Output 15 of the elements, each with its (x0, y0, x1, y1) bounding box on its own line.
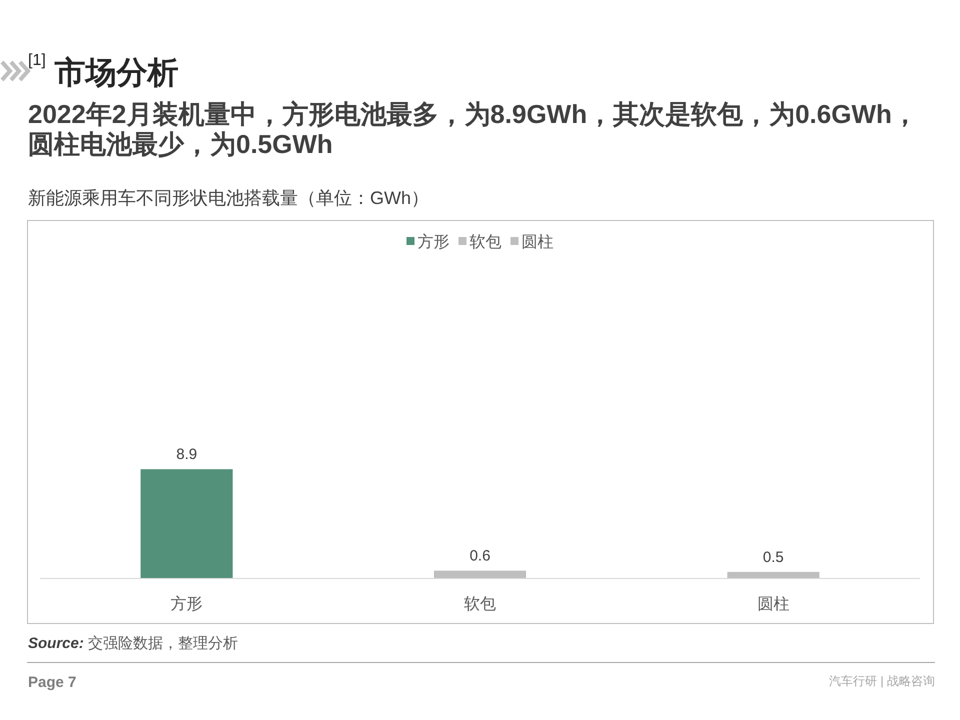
data-label: 0.6 (470, 548, 490, 565)
x-tick-label: 方形 (170, 595, 203, 613)
chart-title: 新能源乘用车不同形状电池搭载量（单位：GWh） (28, 187, 430, 210)
text: Source: 交强险数据，整理分析 (28, 634, 238, 653)
text: Page 7 (28, 674, 76, 691)
legend-label: 软包 (470, 234, 502, 251)
legend-label: 方形 (418, 234, 450, 251)
x-tick-label: 圆柱 (757, 595, 790, 613)
data-label: 8.9 (176, 446, 198, 464)
x-tick-label: 软包 (464, 596, 496, 613)
legend-label: 圆柱 (522, 234, 554, 251)
text: 汽车行研 | 战略咨询 (829, 673, 935, 690)
text: $^{[1]}$ 市场分析 (28, 52, 178, 92)
chart-subtitle: 2022年2月装机量中，方形电池最多，为8.9GWh，其次是软包，为0.6GWh，圆柱电池最少，为0.5GWh (28, 99, 919, 159)
data-label: 0.5 (762, 548, 784, 566)
